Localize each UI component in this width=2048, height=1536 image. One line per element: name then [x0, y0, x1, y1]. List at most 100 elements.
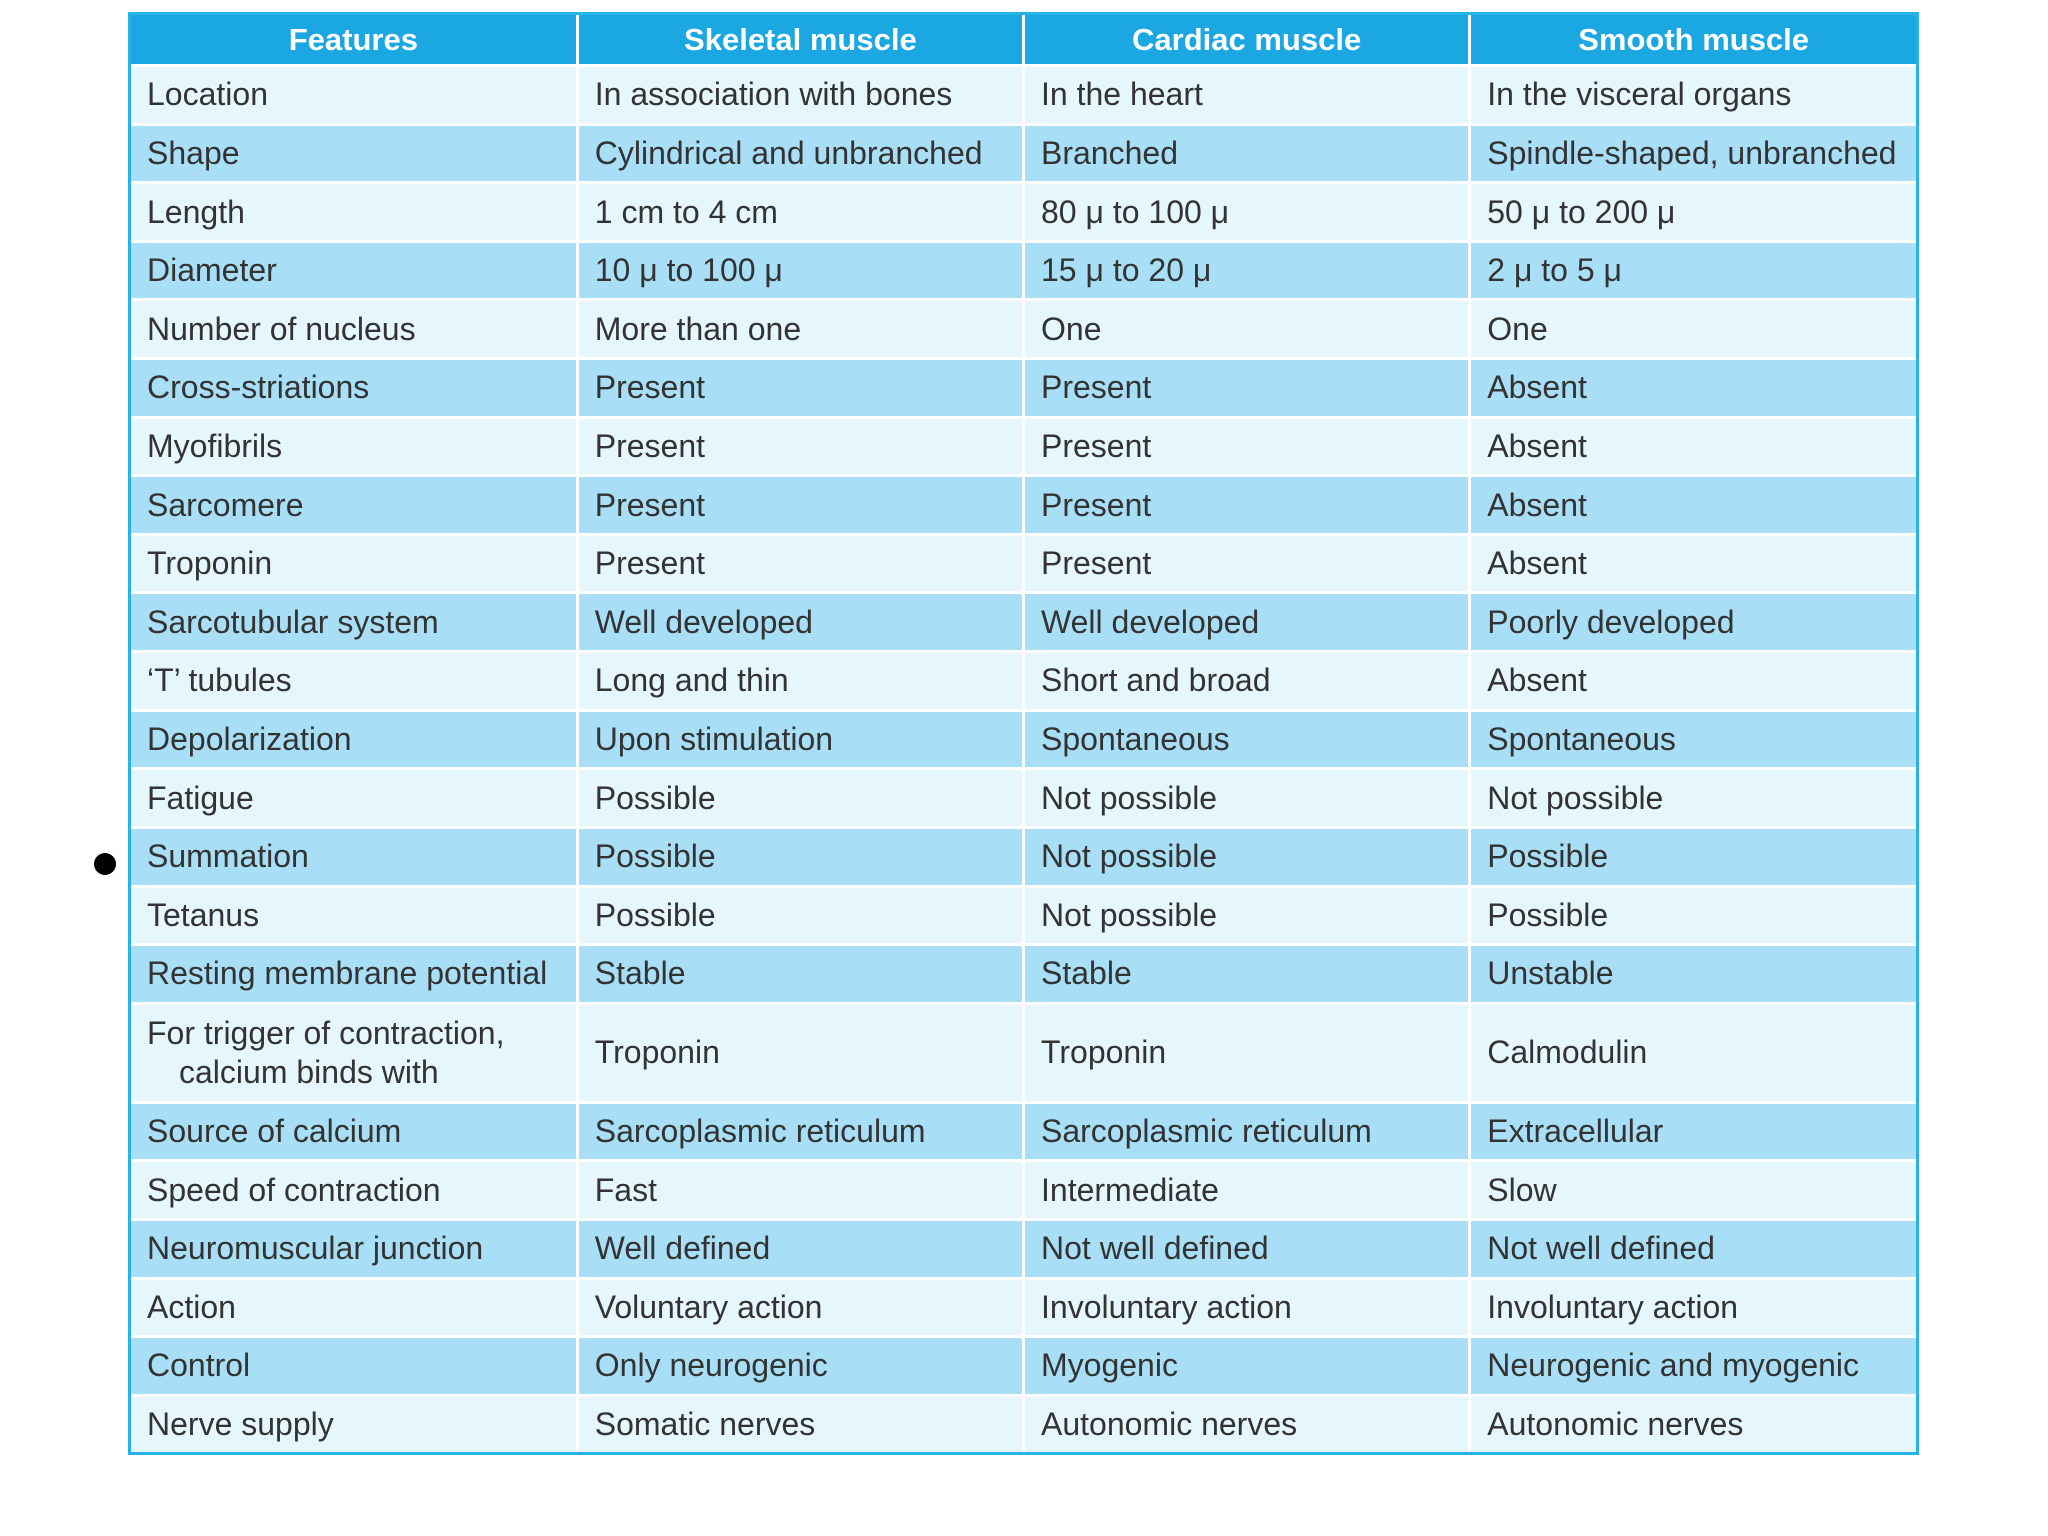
cell-skeletal: Sarcoplasmic reticulum	[577, 1102, 1026, 1163]
cell-cardiac: Spontaneous	[1023, 710, 1472, 771]
cell-cardiac: Present	[1023, 358, 1472, 419]
cell-skeletal: Present	[577, 475, 1026, 536]
cell-smooth: Absent	[1469, 651, 1916, 712]
cell-cardiac: Branched	[1023, 124, 1472, 185]
cell-skeletal: 1 cm to 4 cm	[577, 182, 1026, 243]
cell-skeletal: Troponin	[577, 1003, 1026, 1104]
cell-skeletal: Possible	[577, 768, 1026, 829]
cell-feature: Tetanus	[131, 886, 579, 947]
cell-cardiac: Present	[1023, 534, 1472, 595]
table-row: Depolarization Upon stimulation Spontane…	[131, 710, 1916, 771]
cell-cardiac: Not possible	[1023, 768, 1472, 829]
cell-feature: Sarcomere	[131, 475, 579, 536]
cell-cardiac: Involuntary action	[1023, 1278, 1472, 1339]
cell-cardiac: Short and broad	[1023, 651, 1472, 712]
cell-skeletal: Stable	[577, 944, 1026, 1005]
table-row: Length 1 cm to 4 cm 80 μ to 100 μ 50 μ t…	[131, 182, 1916, 243]
cell-feature-line-1: For trigger of contraction,	[147, 1014, 505, 1051]
muscle-comparison-table-frame: Features Skeletal muscle Cardiac muscle …	[128, 12, 1919, 1455]
muscle-comparison-table: Features Skeletal muscle Cardiac muscle …	[131, 15, 1916, 1452]
cell-cardiac: Well developed	[1023, 592, 1472, 654]
cell-smooth: Not well defined	[1469, 1219, 1916, 1280]
table-row: Sarcotubular system Well developed Well …	[131, 592, 1916, 654]
cell-skeletal: Only neurogenic	[577, 1336, 1026, 1397]
cell-smooth: Absent	[1469, 534, 1916, 595]
cell-cardiac: Troponin	[1023, 1003, 1472, 1104]
cell-smooth: Involuntary action	[1469, 1278, 1916, 1339]
cell-cardiac: Not well defined	[1023, 1219, 1472, 1280]
table-row: Nerve supply Somatic nerves Autonomic ne…	[131, 1395, 1916, 1452]
table-row: Sarcomere Present Present Absent	[131, 475, 1916, 536]
table-row: Troponin Present Present Absent	[131, 534, 1916, 595]
cell-feature: Source of calcium	[131, 1102, 579, 1163]
cell-feature: Cross-striations	[131, 358, 579, 419]
cell-smooth: Slow	[1469, 1160, 1916, 1221]
header-smooth: Smooth muscle	[1469, 15, 1916, 67]
cell-smooth: Possible	[1469, 827, 1916, 888]
table-row: For trigger of contraction, calcium bind…	[131, 1003, 1916, 1104]
cell-feature: Location	[131, 65, 579, 126]
cell-cardiac: One	[1023, 299, 1472, 361]
table-row: Cross-striations Present Present Absent	[131, 358, 1916, 419]
cell-feature: Depolarization	[131, 710, 579, 771]
cell-feature: Neuromuscular junction	[131, 1219, 579, 1280]
cell-skeletal: Present	[577, 534, 1026, 595]
table-row: Neuromuscular junction Well defined Not …	[131, 1219, 1916, 1280]
cell-smooth: Spontaneous	[1469, 710, 1916, 771]
cell-cardiac: Stable	[1023, 944, 1472, 1005]
cell-feature: Action	[131, 1278, 579, 1339]
cell-skeletal: Present	[577, 358, 1026, 419]
cell-smooth: Extracellular	[1469, 1102, 1916, 1163]
cell-smooth: In the visceral organs	[1469, 65, 1916, 126]
cell-smooth: Calmodulin	[1469, 1003, 1916, 1104]
cell-feature: For trigger of contraction, calcium bind…	[131, 1003, 579, 1104]
cell-skeletal: 10 μ to 100 μ	[577, 241, 1026, 302]
cell-smooth: Absent	[1469, 358, 1916, 419]
cell-feature: Myofibrils	[131, 417, 579, 478]
cell-cardiac: 15 μ to 20 μ	[1023, 241, 1472, 302]
cell-feature: Fatigue	[131, 768, 579, 829]
header-cardiac: Cardiac muscle	[1023, 15, 1472, 67]
table-row: Tetanus Possible Not possible Possible	[131, 886, 1916, 947]
cell-feature: Summation	[131, 827, 579, 888]
cell-skeletal: Possible	[577, 827, 1026, 888]
table-row: Myofibrils Present Present Absent	[131, 417, 1916, 478]
cell-feature: Resting membrane potential	[131, 944, 579, 1005]
cell-skeletal: Well developed	[577, 592, 1026, 654]
cell-feature: Shape	[131, 124, 579, 185]
table-row: Fatigue Possible Not possible Not possib…	[131, 768, 1916, 829]
cell-feature: Diameter	[131, 241, 579, 302]
cell-feature: Nerve supply	[131, 1395, 579, 1452]
cell-skeletal: Long and thin	[577, 651, 1026, 712]
cell-skeletal: More than one	[577, 299, 1026, 361]
cell-cardiac: Intermediate	[1023, 1160, 1472, 1221]
table-row: Shape Cylindrical and unbranched Branche…	[131, 124, 1916, 185]
cell-smooth: Not possible	[1469, 768, 1916, 829]
cell-smooth: 2 μ to 5 μ	[1469, 241, 1916, 302]
table-row: Location In association with bones In th…	[131, 65, 1916, 126]
cell-skeletal: Well defined	[577, 1219, 1026, 1280]
cell-feature: Troponin	[131, 534, 579, 595]
cell-feature-line-2: calcium binds with	[179, 1053, 439, 1090]
cell-skeletal: Voluntary action	[577, 1278, 1026, 1339]
cell-cardiac: Not possible	[1023, 827, 1472, 888]
cell-skeletal: Present	[577, 417, 1026, 478]
table-row: ‘T’ tubules Long and thin Short and broa…	[131, 651, 1916, 712]
header-skeletal: Skeletal muscle	[577, 15, 1026, 67]
table-row: Speed of contraction Fast Intermediate S…	[131, 1160, 1916, 1221]
cell-smooth: One	[1469, 299, 1916, 361]
cell-smooth: Absent	[1469, 475, 1916, 536]
cell-smooth: Possible	[1469, 886, 1916, 947]
cell-smooth: 50 μ to 200 μ	[1469, 182, 1916, 243]
cell-skeletal: Somatic nerves	[577, 1395, 1026, 1452]
cell-feature: Number of nucleus	[131, 299, 579, 361]
cell-feature: Length	[131, 182, 579, 243]
table-row: Summation Possible Not possible Possible	[131, 827, 1916, 888]
cell-cardiac: Autonomic nerves	[1023, 1395, 1472, 1452]
table-row: Action Voluntary action Involuntary acti…	[131, 1278, 1916, 1339]
cell-cardiac: In the heart	[1023, 65, 1472, 126]
cell-smooth: Neurogenic and myogenic	[1469, 1336, 1916, 1397]
table-row: Control Only neurogenic Myogenic Neuroge…	[131, 1336, 1916, 1397]
table-row: Number of nucleus More than one One One	[131, 299, 1916, 361]
cell-skeletal: In association with bones	[577, 65, 1026, 126]
